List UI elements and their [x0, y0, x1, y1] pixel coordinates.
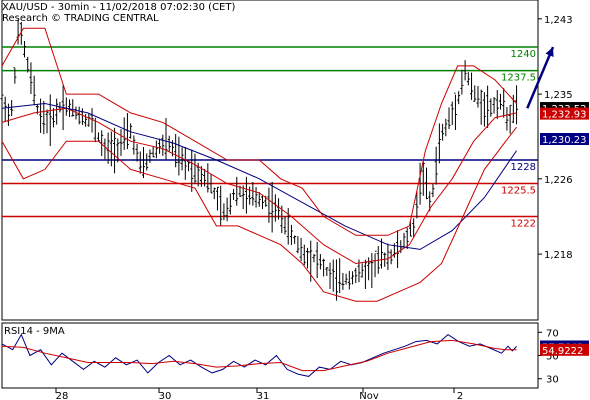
series-rsi14 — [1, 333, 517, 377]
x-tick-label: Nov — [359, 391, 379, 400]
rsi-panel-frame — [1, 322, 539, 389]
y-tick-label: 1,218 — [544, 250, 573, 261]
level-label: 1237.5 — [501, 73, 536, 84]
series-9ma — [1, 339, 517, 372]
level-label: 1240 — [511, 49, 536, 60]
x-tick-label: 28 — [56, 391, 69, 400]
series-band-lower — [1, 126, 517, 302]
rsi-tag: 54.9222 — [542, 346, 583, 357]
price-bars — [0, 19, 519, 301]
series-ma-fast — [1, 107, 517, 265]
level-label: 1225.5 — [501, 186, 536, 197]
y-tick-label: 1,243 — [544, 15, 573, 26]
level-label: 1228 — [511, 162, 536, 173]
price-tag: 1,232.93 — [542, 110, 587, 121]
series-ma-slow — [1, 102, 518, 250]
chart-source: Research © TRADING CENTRAL — [2, 13, 159, 24]
chart-title: XAU/USD - 30min - 11/02/2018 07:02:30 (C… — [2, 2, 236, 13]
price-tag-bg — [540, 133, 589, 146]
x-tick-label: 30 — [159, 391, 172, 400]
price-tag-bg — [540, 107, 589, 120]
rsi-y-tick-label: 30 — [546, 375, 559, 386]
rsi-y-tick-label: 70 — [546, 328, 559, 339]
series-band-upper — [1, 27, 517, 236]
rsi-y-tick-label: 50 — [546, 352, 559, 363]
forecast-arrow — [526, 46, 555, 109]
price-tag: 1,230.23 — [542, 135, 587, 146]
y-tick-label: 1,235 — [544, 90, 573, 101]
x-tick-label: 31 — [257, 391, 270, 400]
y-tick-label: 1,226 — [544, 175, 573, 186]
rsi-tag-bg — [540, 343, 589, 356]
x-tick-label: 2 — [457, 391, 463, 400]
forecast-arrow-head — [545, 47, 554, 58]
level-label: 1222 — [511, 218, 536, 229]
rsi-title: RSI14 - 9MA — [4, 326, 65, 337]
